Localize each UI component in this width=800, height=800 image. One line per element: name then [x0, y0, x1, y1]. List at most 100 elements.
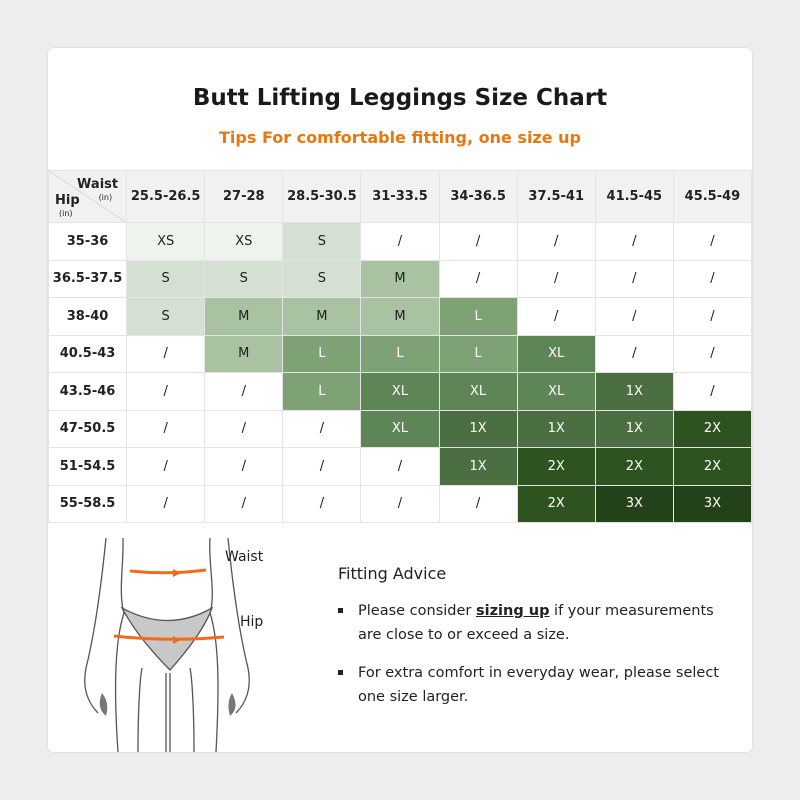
size-cell: M	[204, 297, 284, 336]
table-row: 38-40 S M M M L / / /	[48, 297, 752, 336]
size-cell: XL	[438, 372, 518, 411]
advice-emphasis: sizing up	[475, 603, 550, 619]
corner-header: Waist (in) Hip (in)	[48, 170, 128, 223]
size-cell: XS	[126, 222, 206, 261]
size-cell: /	[438, 259, 518, 298]
hip-row-header: 38-40	[48, 297, 128, 336]
waist-column-header: 31-33.5	[360, 170, 440, 223]
size-cell: 1X	[594, 409, 674, 448]
size-cell: /	[282, 484, 362, 523]
size-cell: /	[360, 484, 440, 523]
size-table: Waist (in) Hip (in) 25.5-26.5 27-28 28.5-3…	[48, 170, 752, 523]
size-cell: 1X	[438, 447, 518, 486]
size-cell: /	[126, 447, 206, 486]
hip-row-header: 40.5-43	[48, 334, 128, 373]
table-row: 55-58.5// / //2X 3X 3X	[48, 484, 752, 523]
size-cell: 3X	[594, 484, 674, 523]
size-cell: S	[282, 259, 362, 298]
size-chart-card: Butt Lifting Leggings Size Chart Tips Fo…	[48, 48, 752, 752]
size-cell: /	[360, 447, 440, 486]
table-row: 43.5-46// L XL XL XL 1X /	[48, 372, 752, 411]
table-row: 36.5-37.5 S S S M / / / /	[48, 259, 752, 298]
size-cell: /	[126, 409, 206, 448]
hip-label: Hip	[55, 193, 80, 208]
size-cell: /	[594, 297, 674, 336]
size-cell: /	[672, 372, 752, 411]
size-cell: L	[282, 334, 362, 373]
size-cell: /	[438, 484, 518, 523]
size-cell: M	[282, 297, 362, 336]
size-cell: /	[594, 222, 674, 261]
size-cell: XL	[360, 372, 440, 411]
size-cell: /	[672, 334, 752, 373]
size-cell: /	[204, 484, 284, 523]
size-cell: /	[126, 372, 206, 411]
waist-column-header: 25.5-26.5	[126, 170, 206, 223]
size-cell: /	[204, 372, 284, 411]
size-cell: /	[204, 447, 284, 486]
size-cell: L	[282, 372, 362, 411]
size-cell: M	[204, 334, 284, 373]
size-cell: 1X	[516, 409, 596, 448]
size-cell: XS	[204, 222, 284, 261]
size-cell: S	[126, 297, 206, 336]
advice-item: Please consider sizing up if your measur…	[338, 599, 738, 647]
table-row: 40.5-43/M L L L XL / /	[48, 334, 752, 373]
fitting-advice: Fitting Advice Please consider sizing up…	[338, 564, 738, 723]
waist-column-header: 34-36.5	[438, 170, 518, 223]
size-cell: S	[282, 222, 362, 261]
size-cell: S	[204, 259, 284, 298]
hip-row-header: 35-36	[48, 222, 128, 261]
hip-row-header: 55-58.5	[48, 484, 128, 523]
size-cell: XL	[360, 409, 440, 448]
hip-unit: (in)	[59, 209, 73, 218]
size-cell: 2X	[672, 447, 752, 486]
advice-text: if your measurements are close to or exc…	[358, 603, 714, 643]
table-row: 51-54.5// //1X 2X 2X 2X	[48, 447, 752, 486]
size-cell: 2X	[672, 409, 752, 448]
table-row: 47-50.5// / XL 1X 1X 1X 2X	[48, 409, 752, 448]
waist-column-header: 37.5-41	[516, 170, 596, 223]
size-cell: 1X	[438, 409, 518, 448]
size-cell: /	[126, 484, 206, 523]
body-measurement-illustration	[84, 538, 250, 752]
subtitle-tip: Tips For comfortable fitting, one size u…	[219, 128, 581, 147]
size-cell: /	[516, 222, 596, 261]
waist-unit: (in)	[98, 193, 113, 202]
size-cell: /	[594, 334, 674, 373]
size-cell: 3X	[672, 484, 752, 523]
table-row: 35-36 XS XS S / / / / /	[48, 222, 752, 261]
size-cell: /	[516, 259, 596, 298]
hip-row-header: 47-50.5	[48, 409, 128, 448]
size-cell: M	[360, 259, 440, 298]
hip-figure-label: Hip	[240, 614, 264, 630]
size-cell: S	[126, 259, 206, 298]
size-cell: /	[594, 259, 674, 298]
size-cell: /	[516, 297, 596, 336]
advice-item: For extra comfort in everyday wear, plea…	[338, 661, 738, 709]
size-cell: /	[672, 222, 752, 261]
size-cell: /	[282, 447, 362, 486]
size-cell: 2X	[516, 447, 596, 486]
size-cell: L	[438, 297, 518, 336]
size-cell: /	[204, 409, 284, 448]
advice-heading: Fitting Advice	[338, 564, 447, 583]
waist-figure-label: Waist	[225, 549, 264, 565]
size-cell: XL	[516, 372, 596, 411]
hip-row-header: 51-54.5	[48, 447, 128, 486]
size-cell: L	[360, 334, 440, 373]
size-cell: M	[360, 297, 440, 336]
size-cell: /	[672, 297, 752, 336]
size-cell: /	[672, 259, 752, 298]
advice-text: Please consider	[358, 603, 476, 619]
waist-column-header: 27-28	[204, 170, 284, 223]
size-cell: 2X	[594, 447, 674, 486]
size-cell: XL	[516, 334, 596, 373]
size-cell: /	[282, 409, 362, 448]
hip-row-header: 36.5-37.5	[48, 259, 128, 298]
waist-label: Waist	[77, 177, 119, 192]
size-cell: 1X	[594, 372, 674, 411]
size-cell: /	[438, 222, 518, 261]
page-title: Butt Lifting Leggings Size Chart	[192, 85, 608, 111]
size-cell: 2X	[516, 484, 596, 523]
